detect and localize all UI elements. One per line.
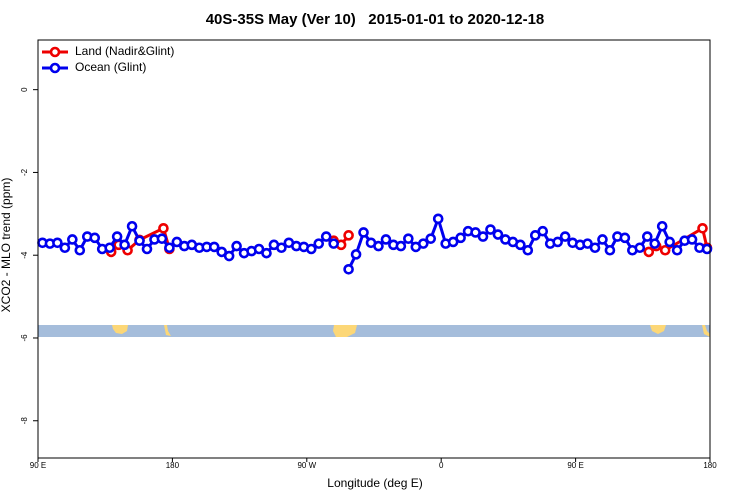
data-point bbox=[403, 233, 414, 244]
ocean-strip bbox=[38, 325, 710, 337]
y-tick-label: -2 bbox=[20, 168, 29, 176]
data-point bbox=[589, 242, 601, 254]
land-shape bbox=[650, 325, 666, 334]
data-point bbox=[119, 239, 130, 251]
data-point bbox=[522, 244, 534, 256]
data-point bbox=[643, 246, 655, 258]
data-point bbox=[67, 234, 78, 245]
data-point bbox=[425, 233, 437, 244]
data-point bbox=[671, 244, 683, 256]
data-point bbox=[164, 242, 175, 254]
data-point bbox=[447, 236, 459, 248]
data-point bbox=[171, 236, 183, 248]
data-point bbox=[492, 229, 504, 240]
data-point bbox=[104, 242, 115, 254]
x-tick-label: 180 bbox=[166, 461, 180, 470]
data-point bbox=[634, 242, 646, 254]
data-point bbox=[74, 244, 86, 256]
y-tick-label: -6 bbox=[20, 334, 29, 342]
chart-title: 40S-35S May (Ver 10) 2015-01-01 to 2020-… bbox=[206, 11, 545, 28]
x-tick-label: 0 bbox=[439, 461, 444, 470]
data-point bbox=[619, 232, 631, 244]
data-point bbox=[59, 242, 71, 254]
data-point bbox=[659, 244, 671, 256]
data-point bbox=[597, 234, 608, 245]
data-point bbox=[649, 238, 661, 249]
data-point bbox=[313, 238, 325, 249]
data-point bbox=[697, 223, 708, 234]
data-point bbox=[559, 231, 571, 242]
data-point bbox=[455, 232, 466, 244]
y-axis-label: XCO2 - MLO trend (ppm) bbox=[0, 178, 13, 313]
data-point bbox=[343, 230, 354, 241]
x-tick-label: 180 bbox=[703, 461, 717, 470]
data-point bbox=[515, 239, 526, 251]
y-tick-label: -4 bbox=[20, 251, 29, 259]
data-point bbox=[111, 231, 123, 242]
data-point bbox=[156, 233, 168, 244]
data-point bbox=[52, 237, 63, 249]
land-shape bbox=[333, 325, 357, 337]
data-point bbox=[231, 240, 242, 252]
data-point bbox=[208, 241, 220, 253]
x-tick-label: 90 W bbox=[297, 461, 316, 470]
data-point bbox=[686, 234, 698, 245]
legend-marker bbox=[49, 46, 61, 58]
y-tick-label: 0 bbox=[20, 87, 29, 92]
data-point bbox=[134, 235, 145, 247]
y-tick-label: -8 bbox=[20, 417, 29, 425]
x-tick-label: 90 E bbox=[567, 461, 583, 470]
map-strip bbox=[38, 325, 710, 337]
data-point bbox=[432, 213, 444, 225]
data-point bbox=[417, 238, 429, 249]
data-point bbox=[664, 236, 675, 248]
data-point bbox=[223, 250, 235, 262]
legend-label: Land (Nadir&Glint) bbox=[75, 44, 174, 58]
x-axis-label: Longitude (deg E) bbox=[327, 476, 422, 490]
x-tick-label: 90 E bbox=[30, 461, 46, 470]
data-point bbox=[470, 227, 481, 238]
data-point bbox=[537, 225, 549, 237]
data-point bbox=[656, 220, 668, 232]
land-shape bbox=[702, 325, 710, 337]
data-point bbox=[253, 243, 265, 255]
legend-marker bbox=[49, 62, 61, 74]
data-point bbox=[141, 243, 153, 255]
data-point bbox=[126, 220, 138, 232]
data-point bbox=[604, 244, 616, 256]
data-point bbox=[395, 240, 407, 252]
data-point bbox=[485, 224, 496, 235]
data-point bbox=[552, 236, 563, 248]
data-point bbox=[477, 231, 489, 242]
data-point bbox=[582, 238, 593, 249]
data-point bbox=[358, 227, 369, 238]
land-shape bbox=[112, 325, 128, 334]
plot-area bbox=[37, 213, 713, 275]
data-point bbox=[320, 231, 332, 242]
plot-frame bbox=[37, 39, 711, 459]
data-point bbox=[380, 234, 392, 245]
data-point bbox=[373, 240, 384, 252]
data-point bbox=[89, 232, 101, 244]
data-point bbox=[328, 238, 339, 249]
data-point bbox=[350, 249, 362, 260]
legend-label: Ocean (Glint) bbox=[75, 60, 146, 74]
data-point bbox=[701, 243, 713, 255]
data-point bbox=[216, 246, 227, 258]
data-point bbox=[276, 242, 287, 254]
data-point bbox=[158, 223, 169, 234]
land-shape bbox=[164, 325, 171, 336]
data-point bbox=[641, 231, 653, 242]
data-point bbox=[261, 247, 272, 259]
data-point bbox=[305, 243, 317, 255]
data-point bbox=[529, 230, 541, 241]
data-point bbox=[343, 263, 354, 275]
